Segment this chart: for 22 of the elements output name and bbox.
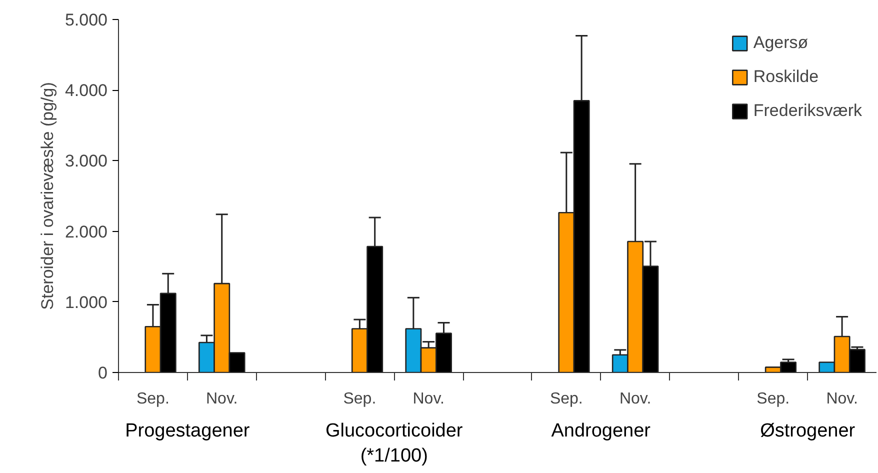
- legend-label: Roskilde: [753, 67, 819, 87]
- x-tick-label: Sep.: [136, 390, 170, 408]
- text: Progestagener: [125, 420, 250, 442]
- y-tick-label: 1.000: [64, 292, 108, 312]
- text: Glucocorticoider (*1/100): [326, 420, 464, 467]
- legend-label: Agersø: [753, 33, 808, 53]
- legend-label: Frederiksværk: [753, 101, 862, 121]
- text: Østrogener: [760, 420, 856, 442]
- y-tick-label: 2.000: [64, 222, 108, 242]
- y-tick-label: 3.000: [64, 152, 108, 171]
- y-tick-label: 4.000: [64, 81, 108, 100]
- x-tick-label: Sep.: [343, 390, 376, 408]
- x-tick-label: Nov.: [206, 390, 238, 408]
- x-tick-label: Sep.: [756, 390, 790, 408]
- x-tick-label: Nov.: [412, 390, 444, 408]
- y-tick-label: 5.000: [64, 10, 108, 30]
- y-axis-title: Steroider i ovarievæske (pg/g): [38, 82, 57, 310]
- x-tick-label: Sep.: [550, 390, 583, 408]
- x-tick-label: Nov.: [619, 390, 652, 408]
- x-tick-label: Nov.: [826, 390, 858, 408]
- text: Androgener: [551, 420, 652, 442]
- y-tick-label: 0: [98, 364, 108, 382]
